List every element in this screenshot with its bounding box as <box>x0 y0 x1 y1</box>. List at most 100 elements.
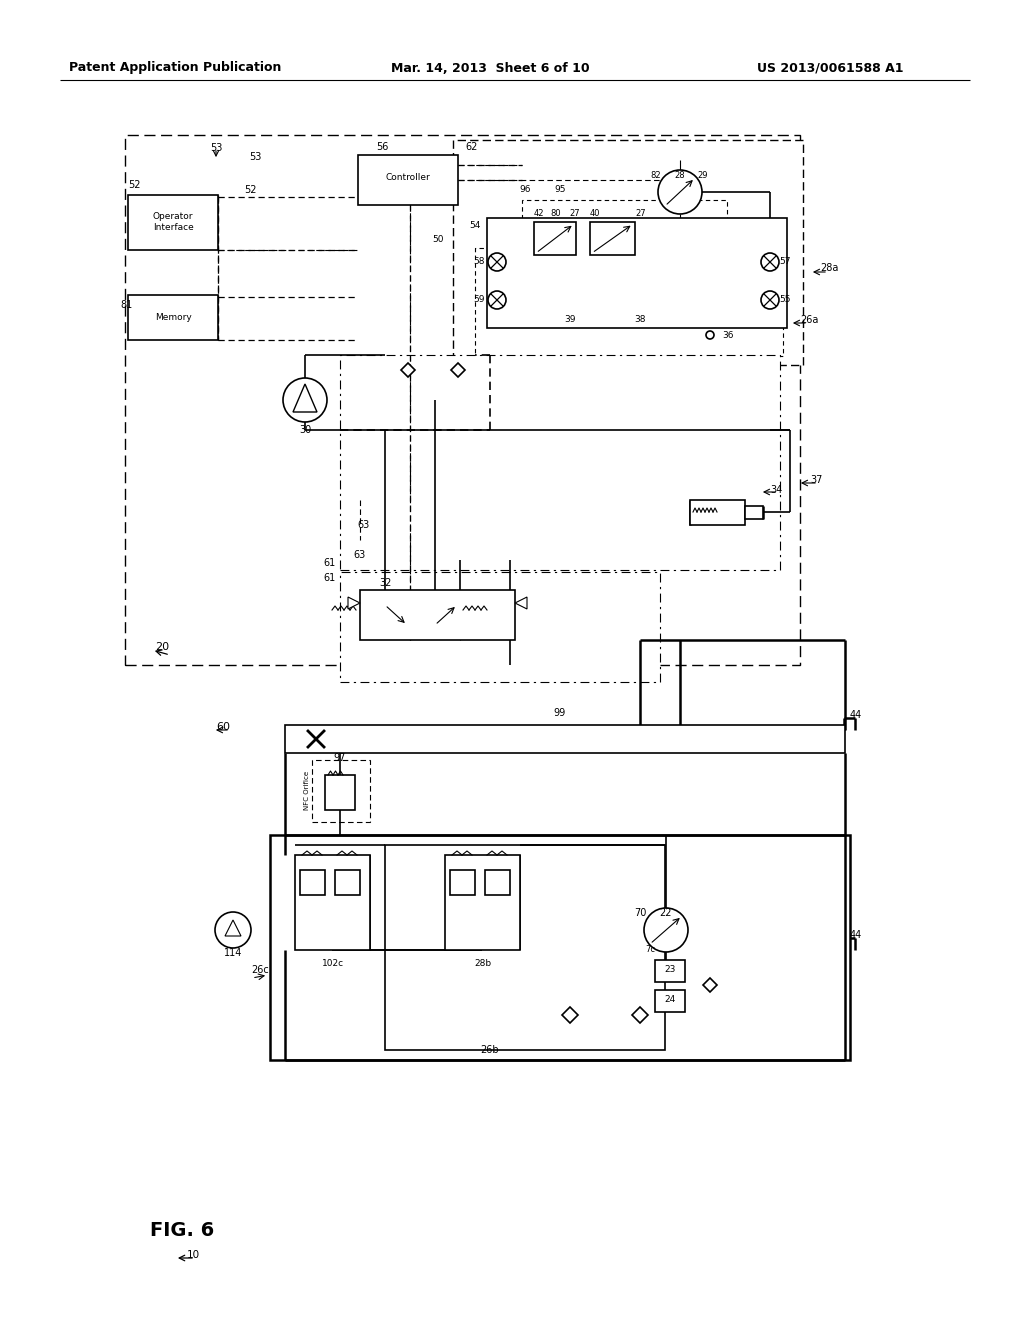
Text: 10: 10 <box>186 1250 200 1261</box>
Bar <box>655 960 685 982</box>
Polygon shape <box>703 978 717 993</box>
Text: 62: 62 <box>466 143 478 152</box>
Text: FIG. 6: FIG. 6 <box>150 1221 214 1239</box>
Text: Mar. 14, 2013  Sheet 6 of 10: Mar. 14, 2013 Sheet 6 of 10 <box>391 62 590 74</box>
Text: 82: 82 <box>650 170 662 180</box>
Polygon shape <box>225 920 241 936</box>
Bar <box>270 836 850 1060</box>
Text: 27: 27 <box>636 209 646 218</box>
Text: Memory: Memory <box>155 313 191 322</box>
Circle shape <box>488 290 506 309</box>
Text: 34: 34 <box>770 484 782 495</box>
Text: 102c: 102c <box>322 958 344 968</box>
Bar <box>655 990 685 1012</box>
Text: 38: 38 <box>634 315 646 325</box>
Text: Patent Application Publication: Patent Application Publication <box>69 62 282 74</box>
Text: 54: 54 <box>469 220 480 230</box>
Bar <box>445 855 520 950</box>
Text: 55: 55 <box>779 296 791 305</box>
Bar <box>300 870 325 895</box>
Bar <box>128 294 218 341</box>
Circle shape <box>761 290 779 309</box>
Bar <box>128 195 218 249</box>
Text: 81: 81 <box>120 300 132 310</box>
Text: 99: 99 <box>554 708 566 718</box>
Text: 36: 36 <box>722 330 734 339</box>
Bar <box>312 760 370 822</box>
Text: 59: 59 <box>473 296 484 305</box>
Circle shape <box>761 253 779 271</box>
Text: 23: 23 <box>665 965 676 974</box>
Bar <box>453 140 803 366</box>
Text: NFC Orifice: NFC Orifice <box>304 771 310 809</box>
Bar <box>360 590 515 640</box>
Bar <box>358 154 458 205</box>
Text: 52: 52 <box>128 180 140 190</box>
Text: 37: 37 <box>810 475 822 484</box>
Text: 28a: 28a <box>820 263 839 273</box>
Polygon shape <box>451 363 465 378</box>
Text: 53: 53 <box>210 143 222 153</box>
Polygon shape <box>562 1007 578 1023</box>
Text: 26c: 26c <box>251 965 269 975</box>
Text: 95: 95 <box>554 186 565 194</box>
Circle shape <box>706 331 714 339</box>
Bar <box>485 870 510 895</box>
Text: 44: 44 <box>850 710 862 719</box>
Text: 70: 70 <box>634 908 646 917</box>
Text: 96: 96 <box>519 186 530 194</box>
Bar <box>385 845 665 1049</box>
Bar <box>125 135 800 665</box>
Text: 114: 114 <box>224 948 243 958</box>
Bar <box>745 506 763 519</box>
Bar <box>325 775 355 810</box>
Circle shape <box>215 912 251 948</box>
Text: 52: 52 <box>244 185 256 195</box>
Bar <box>487 218 787 327</box>
Text: 32: 32 <box>379 578 391 587</box>
Text: US 2013/0061588 A1: US 2013/0061588 A1 <box>757 62 903 74</box>
Text: 26a: 26a <box>800 315 818 325</box>
Text: 63: 63 <box>357 520 370 531</box>
Text: 80: 80 <box>551 209 561 218</box>
Bar <box>295 855 370 950</box>
Bar <box>590 222 635 255</box>
Polygon shape <box>348 597 360 609</box>
Circle shape <box>283 378 327 422</box>
Text: 30: 30 <box>299 425 311 436</box>
Circle shape <box>488 253 506 271</box>
Bar <box>450 870 475 895</box>
Bar <box>335 870 360 895</box>
Text: 39: 39 <box>564 315 575 325</box>
Bar <box>285 725 845 752</box>
Bar <box>340 572 660 682</box>
Text: 57: 57 <box>779 257 791 267</box>
Polygon shape <box>401 363 415 378</box>
Text: 61: 61 <box>324 558 336 568</box>
Polygon shape <box>515 597 527 609</box>
Text: 29: 29 <box>697 170 709 180</box>
Text: 53: 53 <box>249 152 261 162</box>
Bar <box>534 222 575 255</box>
Text: 20: 20 <box>155 642 169 652</box>
Text: 58: 58 <box>473 257 484 267</box>
Text: 28b: 28b <box>474 958 492 968</box>
Text: Operator
Interface: Operator Interface <box>153 213 194 232</box>
Text: 97: 97 <box>334 752 346 763</box>
Text: 56: 56 <box>376 143 388 152</box>
Text: Controller: Controller <box>386 173 430 182</box>
Text: 28: 28 <box>675 170 685 180</box>
Text: 61: 61 <box>324 573 336 583</box>
Text: 27: 27 <box>569 209 581 218</box>
Text: 22: 22 <box>659 908 672 917</box>
Text: 7c: 7c <box>645 945 655 954</box>
Text: 40: 40 <box>590 209 600 218</box>
Polygon shape <box>293 384 317 412</box>
Polygon shape <box>632 1007 648 1023</box>
Text: 44: 44 <box>850 931 862 940</box>
Bar <box>340 355 780 570</box>
Circle shape <box>644 908 688 952</box>
Bar <box>522 201 727 249</box>
Bar <box>690 500 745 525</box>
Text: 42: 42 <box>534 209 545 218</box>
